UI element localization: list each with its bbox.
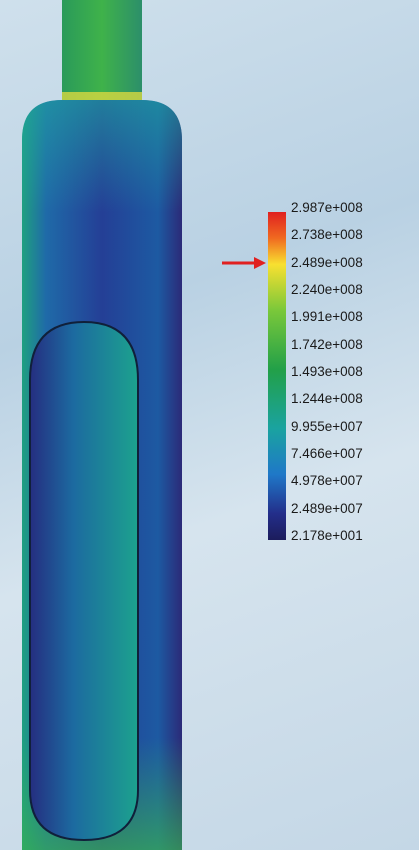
legend-label: 4.978e+007	[291, 473, 363, 489]
legend-label: 2.489e+008	[291, 255, 363, 271]
arrow-head	[254, 257, 266, 269]
legend-label: 1.244e+008	[291, 391, 363, 407]
legend-label: 2.240e+008	[291, 282, 363, 298]
legend-label: 2.738e+008	[291, 227, 363, 243]
legend-label: 1.742e+008	[291, 337, 363, 353]
legend-label: 2.178e+001	[291, 528, 363, 544]
neck	[62, 0, 142, 100]
legend-label: 7.466e+007	[291, 446, 363, 462]
legend-label: 1.991e+008	[291, 309, 363, 325]
legend-label: 1.493e+008	[291, 364, 363, 380]
legend-label: 9.955e+007	[291, 419, 363, 435]
page: 2.987e+008 2.738e+008 2.489e+008 2.240e+008…	[0, 0, 419, 850]
colorbar	[268, 212, 286, 540]
opening	[30, 322, 138, 840]
legend-label: 2.489e+007	[291, 501, 363, 517]
legend-label: 2.987e+008	[291, 200, 363, 216]
